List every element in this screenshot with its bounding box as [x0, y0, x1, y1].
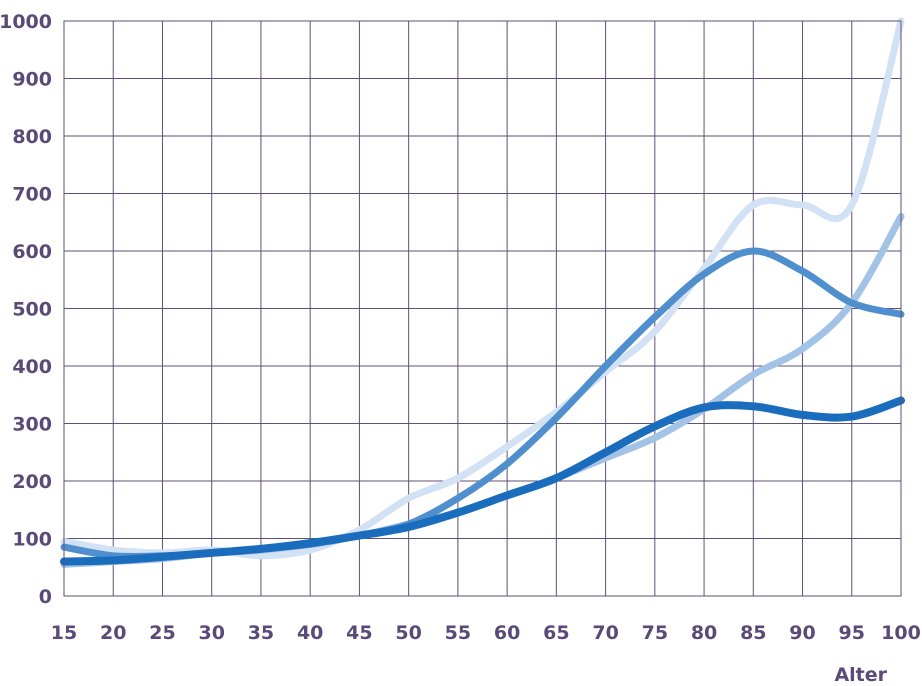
chart-grid — [63, 20, 902, 597]
x-tick-label: 55 — [445, 622, 471, 644]
x-tick-label: 65 — [543, 622, 569, 644]
x-tick-label: 70 — [592, 622, 618, 644]
y-tick-label: 300 — [12, 414, 52, 436]
x-axis-ticks: 15 20 25 30 35 40 45 50 55 60 65 70 75 80 85 90 95 100 — [51, 622, 921, 644]
y-tick-label: 100 — [12, 529, 52, 551]
y-tick-label: 400 — [12, 356, 52, 378]
series-line-1 — [60, 17, 905, 560]
x-tick-label: 45 — [346, 622, 372, 644]
x-tick-label: 40 — [297, 622, 323, 644]
plot-frame — [63, 20, 902, 597]
x-tick-label: 15 — [51, 622, 77, 644]
y-tick-label: 700 — [12, 184, 52, 206]
x-tick-label: 60 — [494, 622, 520, 644]
x-axis-label: Alter — [834, 664, 887, 686]
x-tick-label: 95 — [839, 622, 865, 644]
x-tick-label: 85 — [740, 622, 766, 644]
x-tick-label: 80 — [691, 622, 717, 644]
chart-series — [60, 17, 905, 568]
x-tick-label: 30 — [198, 622, 224, 644]
x-tick-label: 90 — [789, 622, 815, 644]
x-tick-label: 20 — [100, 622, 126, 644]
x-tick-label: 75 — [642, 622, 668, 644]
y-tick-label: 500 — [12, 299, 52, 321]
series-line-4 — [60, 396, 905, 566]
x-tick-label: 50 — [395, 622, 421, 644]
y-tick-label: 200 — [12, 471, 52, 493]
y-tick-label: 0 — [39, 586, 52, 608]
y-tick-label: 1000 — [0, 11, 52, 33]
y-tick-label: 600 — [12, 241, 52, 263]
x-tick-label: 35 — [248, 622, 274, 644]
series-line-2 — [60, 213, 905, 568]
y-tick-label: 800 — [12, 126, 52, 148]
y-axis-ticks: 0 100 200 300 400 500 600 700 800 900 1000 — [0, 11, 52, 608]
series-line-3 — [60, 247, 905, 561]
x-tick-label: 25 — [149, 622, 175, 644]
y-tick-label: 900 — [12, 69, 52, 91]
x-tick-label: 100 — [881, 622, 921, 644]
